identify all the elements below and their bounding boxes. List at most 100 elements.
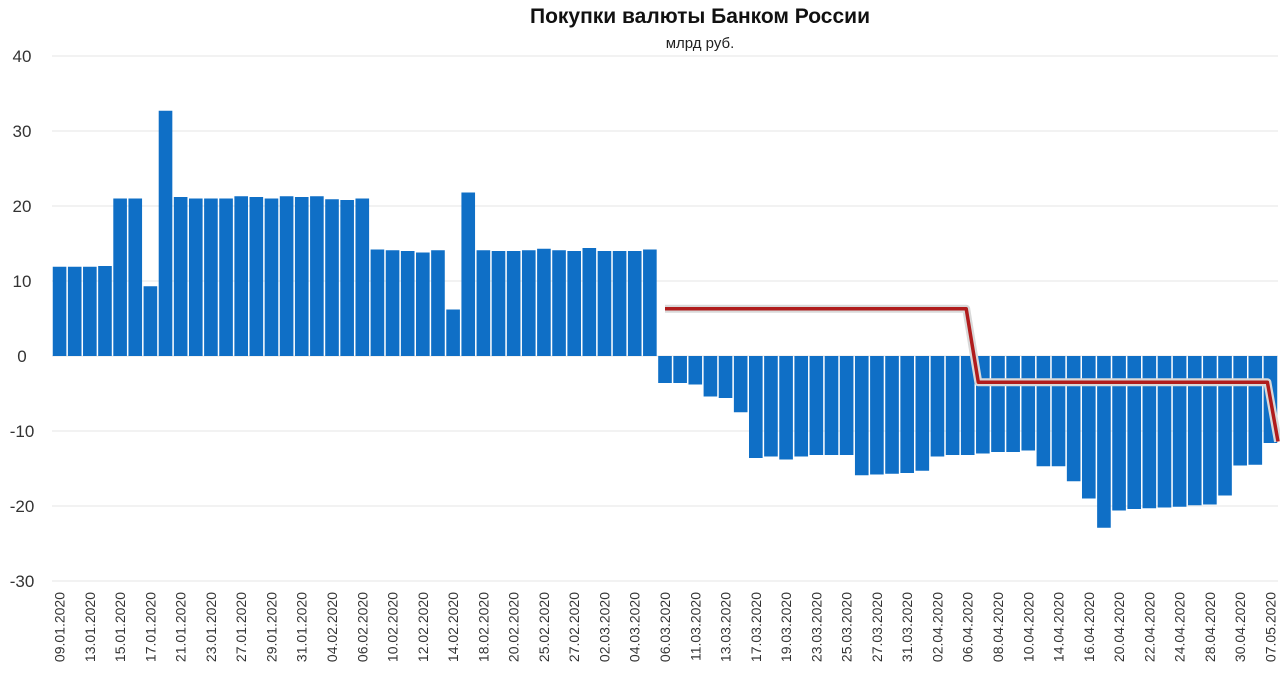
bar [839,356,854,455]
y-tick-label: -20 [10,497,35,516]
bar [431,250,445,356]
bar [552,250,566,356]
x-tick-label: 20.04.2020 [1111,592,1127,662]
bar [567,251,581,356]
bar [1051,356,1066,467]
x-tick-label: 24.04.2020 [1172,592,1188,662]
bar [809,356,824,455]
bar [234,196,249,356]
bar [219,198,233,356]
x-tick-label: 15.01.2020 [112,592,128,662]
bar [703,356,718,397]
bar [885,356,899,474]
x-tick-label: 22.04.2020 [1141,592,1157,662]
bar [597,251,612,356]
bar [506,251,521,356]
bar [294,197,309,356]
chart-title: Покупки валюты Банком России [530,5,870,28]
bar [249,197,264,356]
bar [98,266,112,356]
bar [158,110,173,356]
x-tick-label: 02.04.2020 [929,592,945,662]
y-tick-label: 10 [13,272,32,291]
x-tick-label: 31.01.2020 [294,592,310,662]
bar [1097,356,1111,528]
bar [673,356,687,383]
bars [52,110,1278,528]
bar [461,192,476,356]
x-tick-label: 06.03.2020 [657,592,673,662]
bar [52,266,67,356]
bar [1203,356,1217,505]
x-tick-label: 27.03.2020 [869,592,885,662]
bar [930,356,945,457]
y-tick-label: -30 [10,572,35,591]
bar [83,266,97,356]
x-tick-label: 29.01.2020 [263,592,279,662]
bar [1142,356,1157,509]
x-tick-label: 30.04.2020 [1232,592,1248,662]
x-tick-label: 31.03.2020 [899,592,915,662]
bar [1021,356,1036,451]
bar [870,356,884,475]
x-tick-label: 13.03.2020 [718,592,734,662]
bar [1157,356,1172,508]
x-tick-label: 23.01.2020 [203,592,219,662]
bar [582,248,597,356]
x-tick-label: 17.01.2020 [142,592,158,662]
bar [537,248,551,356]
bar [521,250,536,356]
bar [960,356,975,455]
bar [991,356,1005,452]
x-tick-label: 13.01.2020 [82,592,98,662]
bar [188,198,203,356]
x-tick-label: 12.02.2020 [415,592,431,662]
x-tick-label: 10.04.2020 [1020,592,1036,662]
x-tick-label: 23.03.2020 [808,592,824,662]
x-tick-label: 08.04.2020 [990,592,1006,662]
bar [627,251,642,356]
bar [446,309,460,356]
bar [416,252,430,356]
bar [340,200,354,356]
x-tick-label: 04.02.2020 [324,592,340,662]
bar [688,356,703,385]
chart-subtitle: млрд руб. [666,35,735,52]
bar [1081,356,1096,499]
y-tick-label: 20 [13,197,32,216]
x-tick-label: 14.02.2020 [445,592,461,662]
bar [658,356,672,383]
bar [355,198,370,356]
bar [173,197,188,356]
bar [491,251,506,356]
bar [264,198,279,356]
bar [824,356,839,455]
x-tick-label: 06.04.2020 [960,592,976,662]
bar [643,249,657,356]
x-axis-ticks: 09.01.2020 13.01.2020 15.01.2020 17.01.2020… [52,592,1279,662]
x-tick-label: 14.04.2020 [1051,592,1067,662]
bar [718,356,733,398]
bar [733,356,748,413]
threshold-line-group [665,304,1280,443]
x-tick-label: 11.03.2020 [687,592,703,661]
x-tick-label: 19.03.2020 [778,592,794,662]
bar [113,198,127,356]
bar [1233,356,1247,466]
x-tick-label: 27.01.2020 [233,592,249,662]
bar [764,356,778,457]
bar [945,356,960,455]
bar [370,249,385,356]
x-tick-label: 04.03.2020 [627,592,643,662]
y-axis-ticks: 40 30 20 10 0 -10 -20 -30 [10,47,35,591]
bar [915,356,930,471]
x-tick-label: 07.05.2020 [1262,592,1278,662]
bar [400,251,415,356]
threshold-line [665,307,1280,442]
bar [1187,356,1202,506]
x-tick-label: 18.02.2020 [475,592,491,662]
bar [1172,356,1187,507]
bar [143,286,158,356]
x-tick-label: 20.02.2020 [506,592,522,662]
